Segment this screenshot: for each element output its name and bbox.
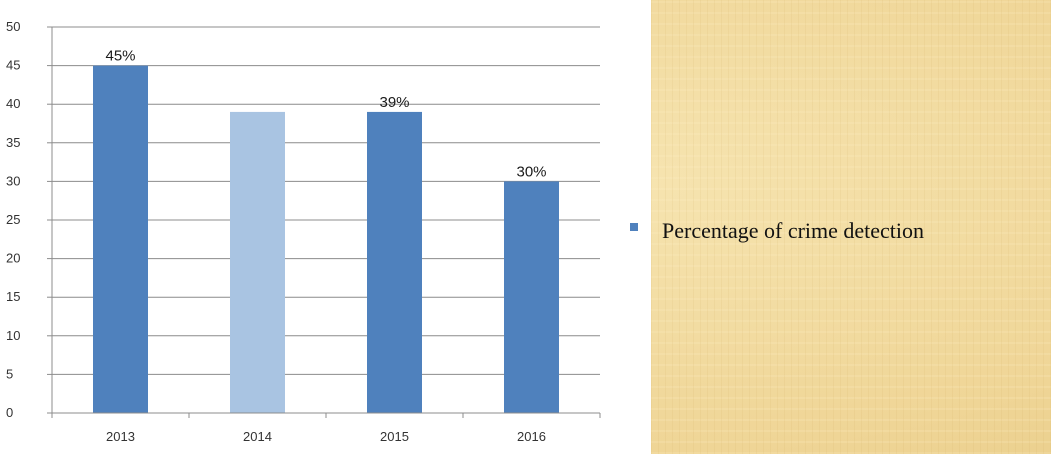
y-tick-label: 35 bbox=[6, 135, 20, 150]
data-label-2015: 39% bbox=[379, 94, 409, 111]
y-tick-label: 0 bbox=[6, 405, 13, 420]
y-tick-label: 45 bbox=[6, 58, 20, 73]
y-tick-label: 20 bbox=[6, 251, 20, 266]
legend-label: Percentage of crime detection bbox=[662, 218, 925, 243]
x-tick-label: 2015 bbox=[380, 429, 409, 444]
y-tick-label: 50 bbox=[6, 19, 20, 34]
bar-2016 bbox=[504, 181, 559, 413]
y-tick-label: 30 bbox=[6, 173, 20, 188]
legend-swatch bbox=[630, 223, 638, 231]
y-tick-label: 25 bbox=[6, 212, 20, 227]
bar-2015 bbox=[367, 111, 422, 414]
legend: Percentage of crime detection bbox=[630, 218, 924, 244]
data-label-2013: 45% bbox=[105, 48, 135, 65]
y-tick-label: 40 bbox=[6, 96, 20, 111]
bar-2014 bbox=[230, 111, 285, 414]
x-tick-label: 2013 bbox=[106, 429, 135, 444]
x-tick-label: 2014 bbox=[243, 429, 272, 444]
data-label-2016: 30% bbox=[516, 163, 546, 180]
chart-area: 0 5 10 15 20 25 30 35 40 45 50 45% 2013 2014 39% 2015 30… bbox=[0, 0, 651, 454]
bar-2013 bbox=[93, 65, 148, 413]
y-tick-label: 15 bbox=[6, 289, 20, 304]
x-tick-label: 2016 bbox=[517, 429, 546, 444]
bar-chart: 0 5 10 15 20 25 30 35 40 45 50 45% 2013 2014 39% 2015 30… bbox=[6, 19, 601, 444]
y-tick-label: 5 bbox=[6, 366, 13, 381]
y-tick-label: 10 bbox=[6, 328, 20, 343]
